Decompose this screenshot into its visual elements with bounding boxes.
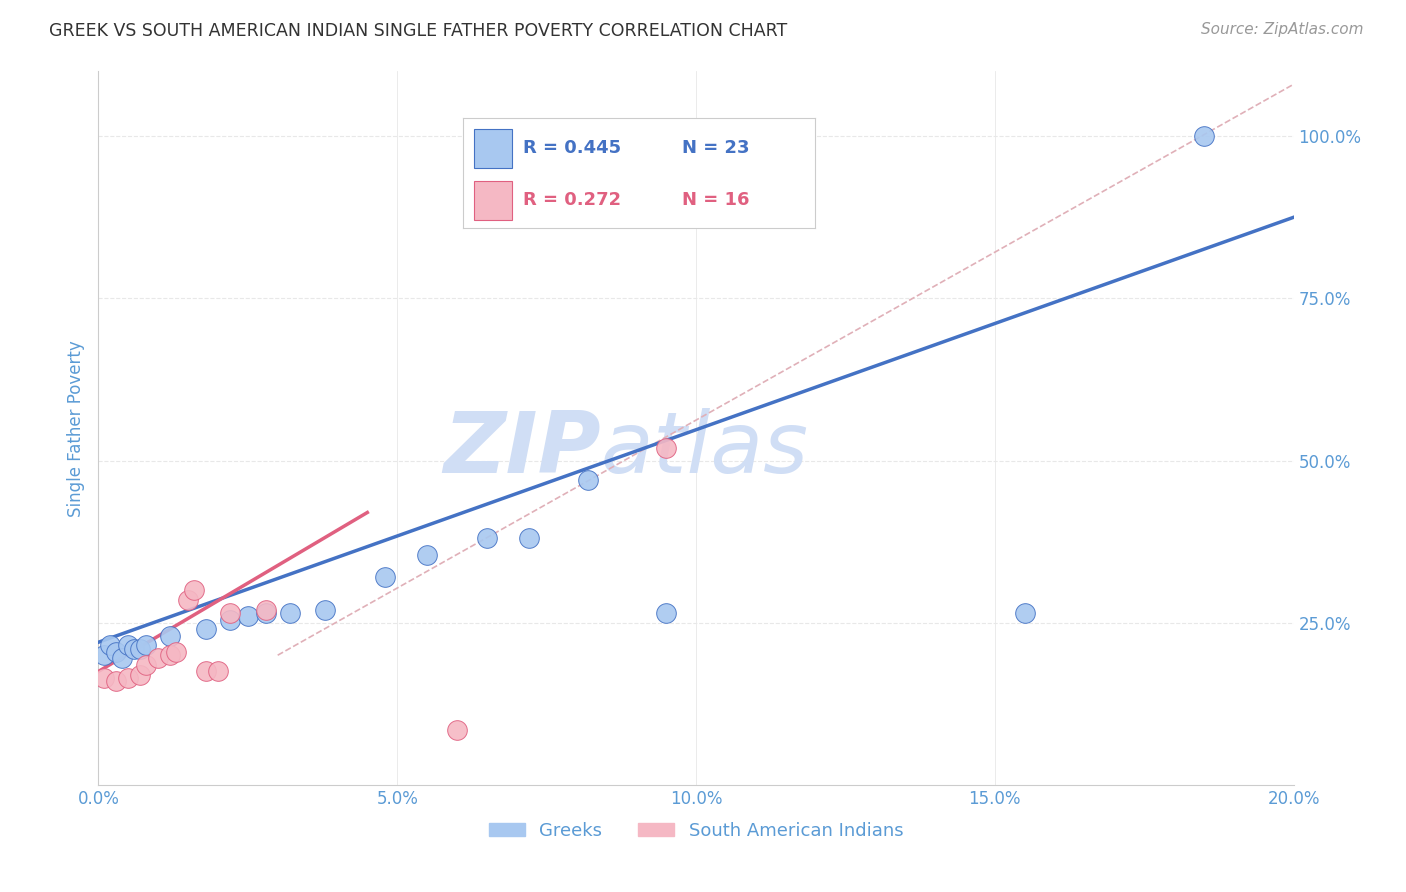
Point: [93, 648, 115, 663]
Point: [315, 603, 337, 617]
Point: [159, 629, 181, 643]
Point: [278, 606, 301, 620]
Point: [254, 603, 277, 617]
Point: [165, 645, 187, 659]
Point: [207, 665, 229, 679]
Point: [93, 671, 115, 685]
Point: [578, 473, 600, 487]
Text: GREEK VS SOUTH AMERICAN INDIAN SINGLE FATHER POVERTY CORRELATION CHART: GREEK VS SOUTH AMERICAN INDIAN SINGLE FA…: [49, 22, 787, 40]
Point: [416, 548, 439, 562]
Text: ZIP: ZIP: [443, 408, 600, 491]
Point: [159, 648, 181, 663]
Point: [135, 657, 157, 672]
Point: [1192, 129, 1215, 144]
Point: [105, 645, 128, 659]
Point: [129, 641, 152, 656]
Point: [148, 651, 170, 665]
Point: [236, 609, 259, 624]
Point: [129, 667, 152, 681]
Legend: Greeks, South American Indians: Greeks, South American Indians: [481, 815, 911, 847]
Point: [446, 723, 468, 737]
Point: [254, 606, 277, 620]
Point: [183, 583, 205, 598]
Point: [517, 532, 540, 546]
Point: [124, 641, 146, 656]
Point: [655, 606, 678, 620]
Point: [135, 639, 157, 653]
Point: [219, 606, 242, 620]
Point: [117, 671, 139, 685]
Text: atlas: atlas: [600, 408, 808, 491]
Point: [105, 674, 128, 689]
Point: [1014, 606, 1036, 620]
Point: [219, 613, 242, 627]
Point: [475, 532, 498, 546]
Point: [111, 651, 134, 665]
Y-axis label: Single Father Poverty: Single Father Poverty: [66, 340, 84, 516]
Point: [98, 639, 122, 653]
Point: [655, 441, 678, 455]
Text: Source: ZipAtlas.com: Source: ZipAtlas.com: [1201, 22, 1364, 37]
Point: [374, 570, 396, 584]
Point: [117, 639, 139, 653]
Point: [177, 593, 200, 607]
Point: [195, 622, 218, 636]
Point: [195, 665, 218, 679]
